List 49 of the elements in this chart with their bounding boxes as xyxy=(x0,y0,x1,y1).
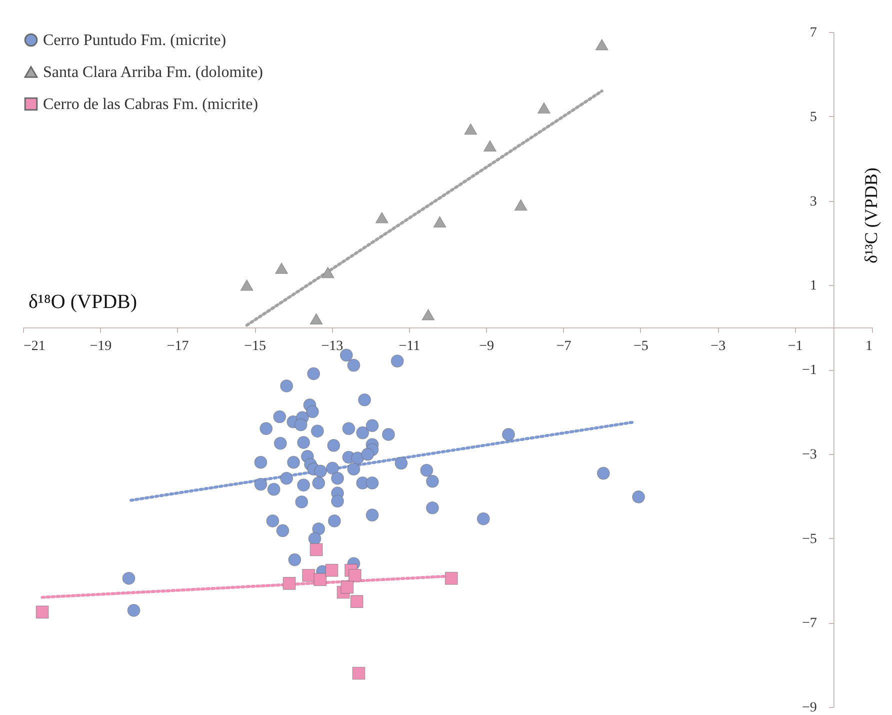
x-axis-title: δ¹⁸O (VPDB) xyxy=(28,290,138,313)
y-tick-label: −1 xyxy=(802,363,817,378)
y-tick-label: −3 xyxy=(802,447,817,462)
y-tick-label: 7 xyxy=(810,26,817,40)
x-tick-label: −17 xyxy=(166,338,189,354)
x-tick-label: −1 xyxy=(788,338,803,354)
legend-label: Cerro Puntudo Fm. (micrite) xyxy=(43,32,226,49)
y-tick-label: −7 xyxy=(802,616,817,632)
point xyxy=(464,123,478,135)
legend-label: Santa Clara Arriba Fm. (dolomite) xyxy=(43,64,263,81)
legend-label: Cerro de las Cabras Fm. (micrite) xyxy=(43,96,258,113)
y-tick-label: −5 xyxy=(802,532,817,547)
y-tick-label: 1 xyxy=(810,278,817,294)
y-tick-label: 3 xyxy=(810,194,817,210)
x-tick-label: −21 xyxy=(24,338,46,354)
y-axis-title: δ¹³C (VPDB) xyxy=(860,168,881,264)
point xyxy=(310,543,323,556)
point xyxy=(275,262,288,274)
point xyxy=(302,568,315,582)
point xyxy=(444,572,458,585)
x-tick-label: −15 xyxy=(244,338,266,354)
point xyxy=(348,568,362,582)
point xyxy=(340,580,354,594)
y-tick-label: −9 xyxy=(802,700,817,715)
point xyxy=(325,564,338,577)
point xyxy=(595,39,608,50)
point xyxy=(538,102,550,114)
point xyxy=(375,212,388,224)
point xyxy=(514,199,528,211)
x-tick-label: −3 xyxy=(710,338,726,354)
point xyxy=(36,606,49,618)
x-tick-label: −7 xyxy=(556,338,572,354)
point xyxy=(314,573,327,586)
point xyxy=(433,216,446,228)
point xyxy=(352,666,366,680)
point xyxy=(321,266,334,278)
x-tick-label: −19 xyxy=(90,338,112,354)
point xyxy=(282,576,296,590)
point xyxy=(310,313,323,324)
point xyxy=(350,595,364,608)
point xyxy=(484,140,496,152)
x-tick-label: −5 xyxy=(634,338,648,354)
point xyxy=(422,309,435,320)
x-tick-label: −13 xyxy=(321,338,344,354)
x-tick-label: 1 xyxy=(866,338,872,354)
x-tick-label: −11 xyxy=(398,338,420,354)
x-tick-label: −9 xyxy=(479,338,494,354)
point xyxy=(240,280,254,291)
y-tick-label: 5 xyxy=(810,110,817,125)
